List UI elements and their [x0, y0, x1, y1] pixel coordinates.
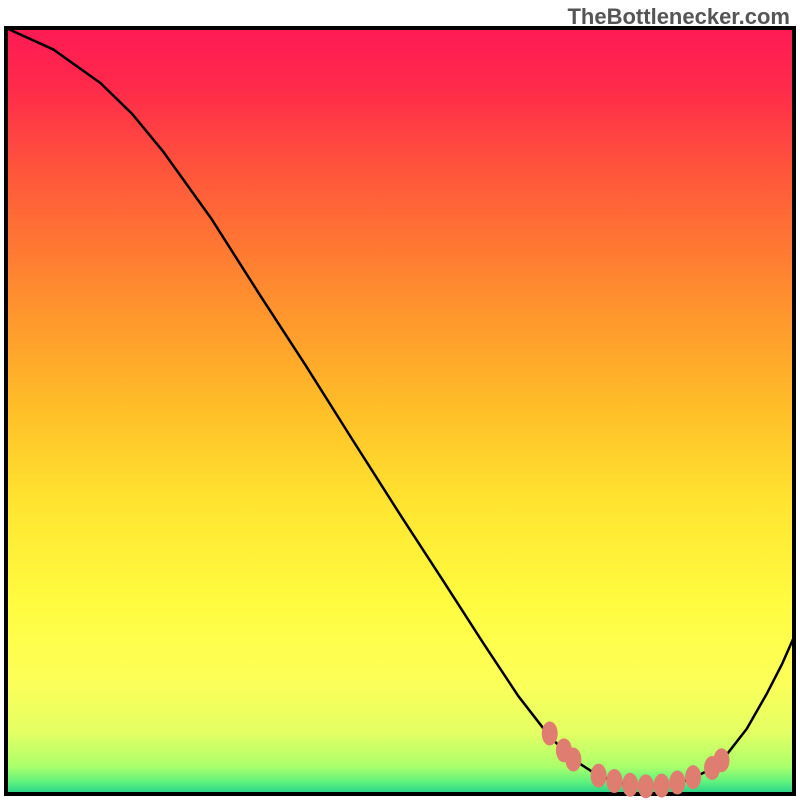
curve-marker [606, 769, 622, 793]
chart-container: TheBottlenecker.com [0, 0, 800, 800]
curve-marker [591, 764, 607, 788]
curve-marker [714, 748, 730, 772]
plot-background [6, 28, 794, 794]
curve-marker [669, 771, 685, 795]
curve-marker [638, 774, 654, 798]
curve-marker [654, 774, 670, 798]
curve-marker [565, 748, 581, 772]
curve-marker [542, 721, 558, 745]
bottleneck-curve-chart [0, 0, 800, 800]
curve-marker [622, 773, 638, 797]
watermark-text: TheBottlenecker.com [567, 4, 790, 30]
curve-marker [685, 765, 701, 789]
